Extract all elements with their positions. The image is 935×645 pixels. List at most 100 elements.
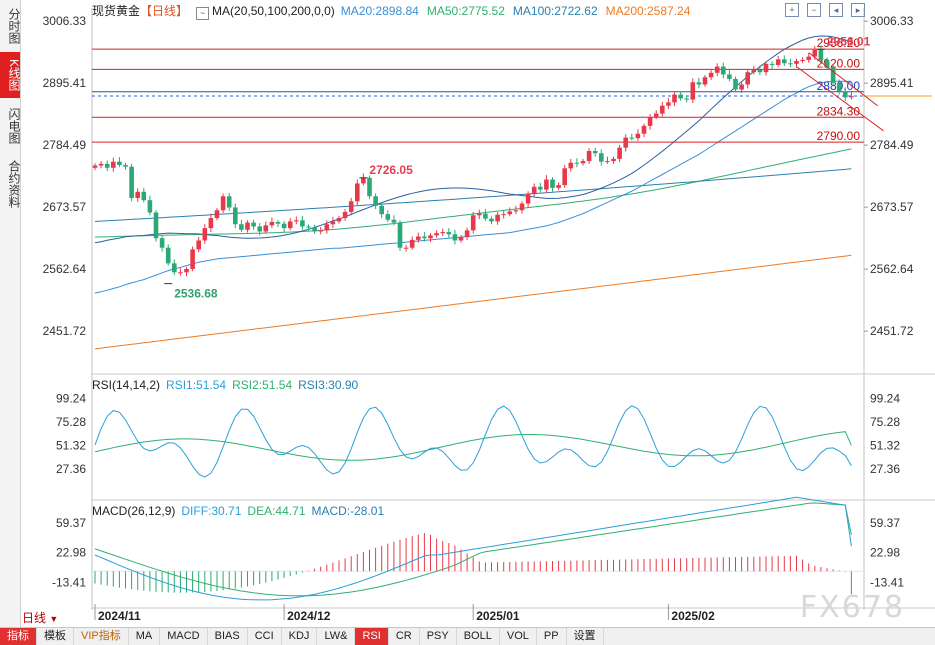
tab-macd[interactable]: MACD (160, 628, 208, 645)
price-level-label: 2834.30 (817, 104, 861, 118)
rsi-y-tick-right: 27.36 (870, 462, 900, 476)
candle-body (245, 222, 250, 230)
y-tick-label-right: 2895.41 (870, 76, 914, 90)
candle-body (355, 183, 360, 202)
macd-name: MACD(26,12,9) (92, 504, 176, 518)
ma200-line (94, 254, 852, 350)
candle-body (708, 72, 714, 78)
period-label[interactable]: 【日线】 (140, 4, 189, 18)
candle-body (141, 191, 147, 201)
macd-value: MACD:-28.01 (311, 504, 385, 518)
y-tick-label-right: 2451.72 (870, 324, 914, 338)
candle-body (501, 214, 506, 216)
tab-psy[interactable]: PSY (420, 628, 457, 645)
candle-body (647, 116, 653, 126)
candle-body (306, 226, 311, 228)
x-tick-label: 2024/12 (287, 609, 331, 623)
zoom-in-icon[interactable]: + (785, 3, 799, 17)
y-tick-label-left: 2673.57 (43, 200, 87, 214)
tab-vol[interactable]: VOL (500, 628, 537, 645)
tab-kdj[interactable]: KDJ (282, 628, 318, 645)
rsi-legend: RSI(14,14,2) RSI1:51.54 RSI2:51.54 RSI3:30.… (92, 378, 364, 392)
tab-settings[interactable]: 设置 (567, 628, 604, 645)
candle-body (391, 219, 397, 223)
tab-vip-indicator[interactable]: VIP指标 (74, 628, 129, 645)
candle-body (794, 61, 799, 64)
candle-body (678, 94, 683, 99)
candle-body (653, 113, 659, 117)
tab-indicator[interactable]: 指标 (0, 628, 37, 645)
rsi-y-tick-right: 51.32 (870, 439, 900, 453)
candle-body (550, 179, 555, 188)
candle-body (294, 220, 299, 222)
tab-cci[interactable]: CCI (248, 628, 282, 645)
tab-kline[interactable]: K线图 (0, 52, 21, 98)
move-right-icon[interactable]: ▸ (851, 3, 865, 17)
tab-lw[interactable]: LW& (317, 628, 356, 645)
tab-flash[interactable]: 闪电图 (7, 108, 21, 144)
tab-bias[interactable]: BIAS (208, 628, 248, 645)
rsi2-line (94, 431, 852, 461)
macd-y-tick-right: -13.41 (870, 575, 904, 589)
tab-boll[interactable]: BOLL (457, 628, 500, 645)
period-selector-label: 日线 (22, 611, 47, 625)
candle-body (782, 59, 787, 64)
candle-body (812, 49, 818, 57)
candle-body (672, 94, 677, 103)
candle-body (470, 215, 476, 231)
trend-channel-upper (808, 52, 878, 107)
ma-label: MA(20,50,100,200,0,0) (212, 4, 335, 18)
symbol-name: 现货黄金 (92, 4, 141, 18)
candle-body (92, 165, 98, 168)
candle-body (202, 228, 208, 241)
move-left-icon[interactable]: ◂ (829, 3, 843, 17)
macd-legend: MACD(26,12,9) DIFF:30.71 DEA:44.71 MACD:-28… (92, 504, 390, 518)
ma20-value: MA20:2898.84 (340, 4, 419, 18)
candle-body (275, 221, 281, 224)
candle-body (269, 221, 275, 226)
y-tick-label-right: 2784.49 (870, 138, 914, 152)
period-selector[interactable]: 日线 ▼ (22, 610, 90, 626)
candle-body (818, 49, 824, 60)
tab-contract-info[interactable]: 合约资料 (7, 160, 21, 208)
candle-body (574, 162, 580, 164)
candle-body (214, 210, 220, 219)
zoom-out-icon[interactable]: − (807, 3, 821, 17)
tab-rsi[interactable]: RSI (355, 628, 389, 645)
y-tick-label-left: 2895.41 (43, 76, 87, 90)
tab-timeshare[interactable]: 分时图 (7, 8, 21, 44)
candle-body (623, 137, 628, 148)
candle-body (318, 230, 323, 232)
candle-body (611, 158, 616, 162)
candle-body (373, 196, 378, 206)
candle-body (660, 105, 665, 114)
ma100-line (94, 168, 852, 222)
tab-template[interactable]: 模板 (37, 628, 74, 645)
ma100-value: MA100:2722.62 (512, 4, 598, 18)
tab-cr[interactable]: CR (389, 628, 420, 645)
rsi-y-tick-left: 99.24 (56, 392, 86, 406)
candle-body (586, 151, 592, 162)
candle-body (172, 263, 177, 273)
rsi-y-tick-right: 75.28 (870, 415, 900, 429)
indicator-settings-icon[interactable]: ~ (196, 7, 210, 20)
candle-body (617, 147, 622, 159)
trend-channel-lower (796, 66, 884, 132)
candle-body (605, 161, 610, 163)
candle-body (568, 162, 574, 169)
candle-body (385, 214, 391, 220)
rsi1-value: RSI1:51.54 (166, 378, 227, 392)
tab-pp[interactable]: PP (537, 628, 567, 645)
candle-body (300, 220, 305, 227)
candle-body (190, 249, 195, 269)
candle-body (696, 82, 702, 85)
candle-body (843, 91, 848, 98)
tab-ma[interactable]: MA (129, 628, 161, 645)
candle-body (727, 74, 732, 79)
diff-value: DIFF:30.71 (181, 504, 242, 518)
rsi-y-tick-left: 27.36 (56, 462, 86, 476)
candle-body (184, 268, 189, 273)
candle-body (117, 161, 122, 165)
extreme-label: 2726.05 (369, 163, 413, 177)
